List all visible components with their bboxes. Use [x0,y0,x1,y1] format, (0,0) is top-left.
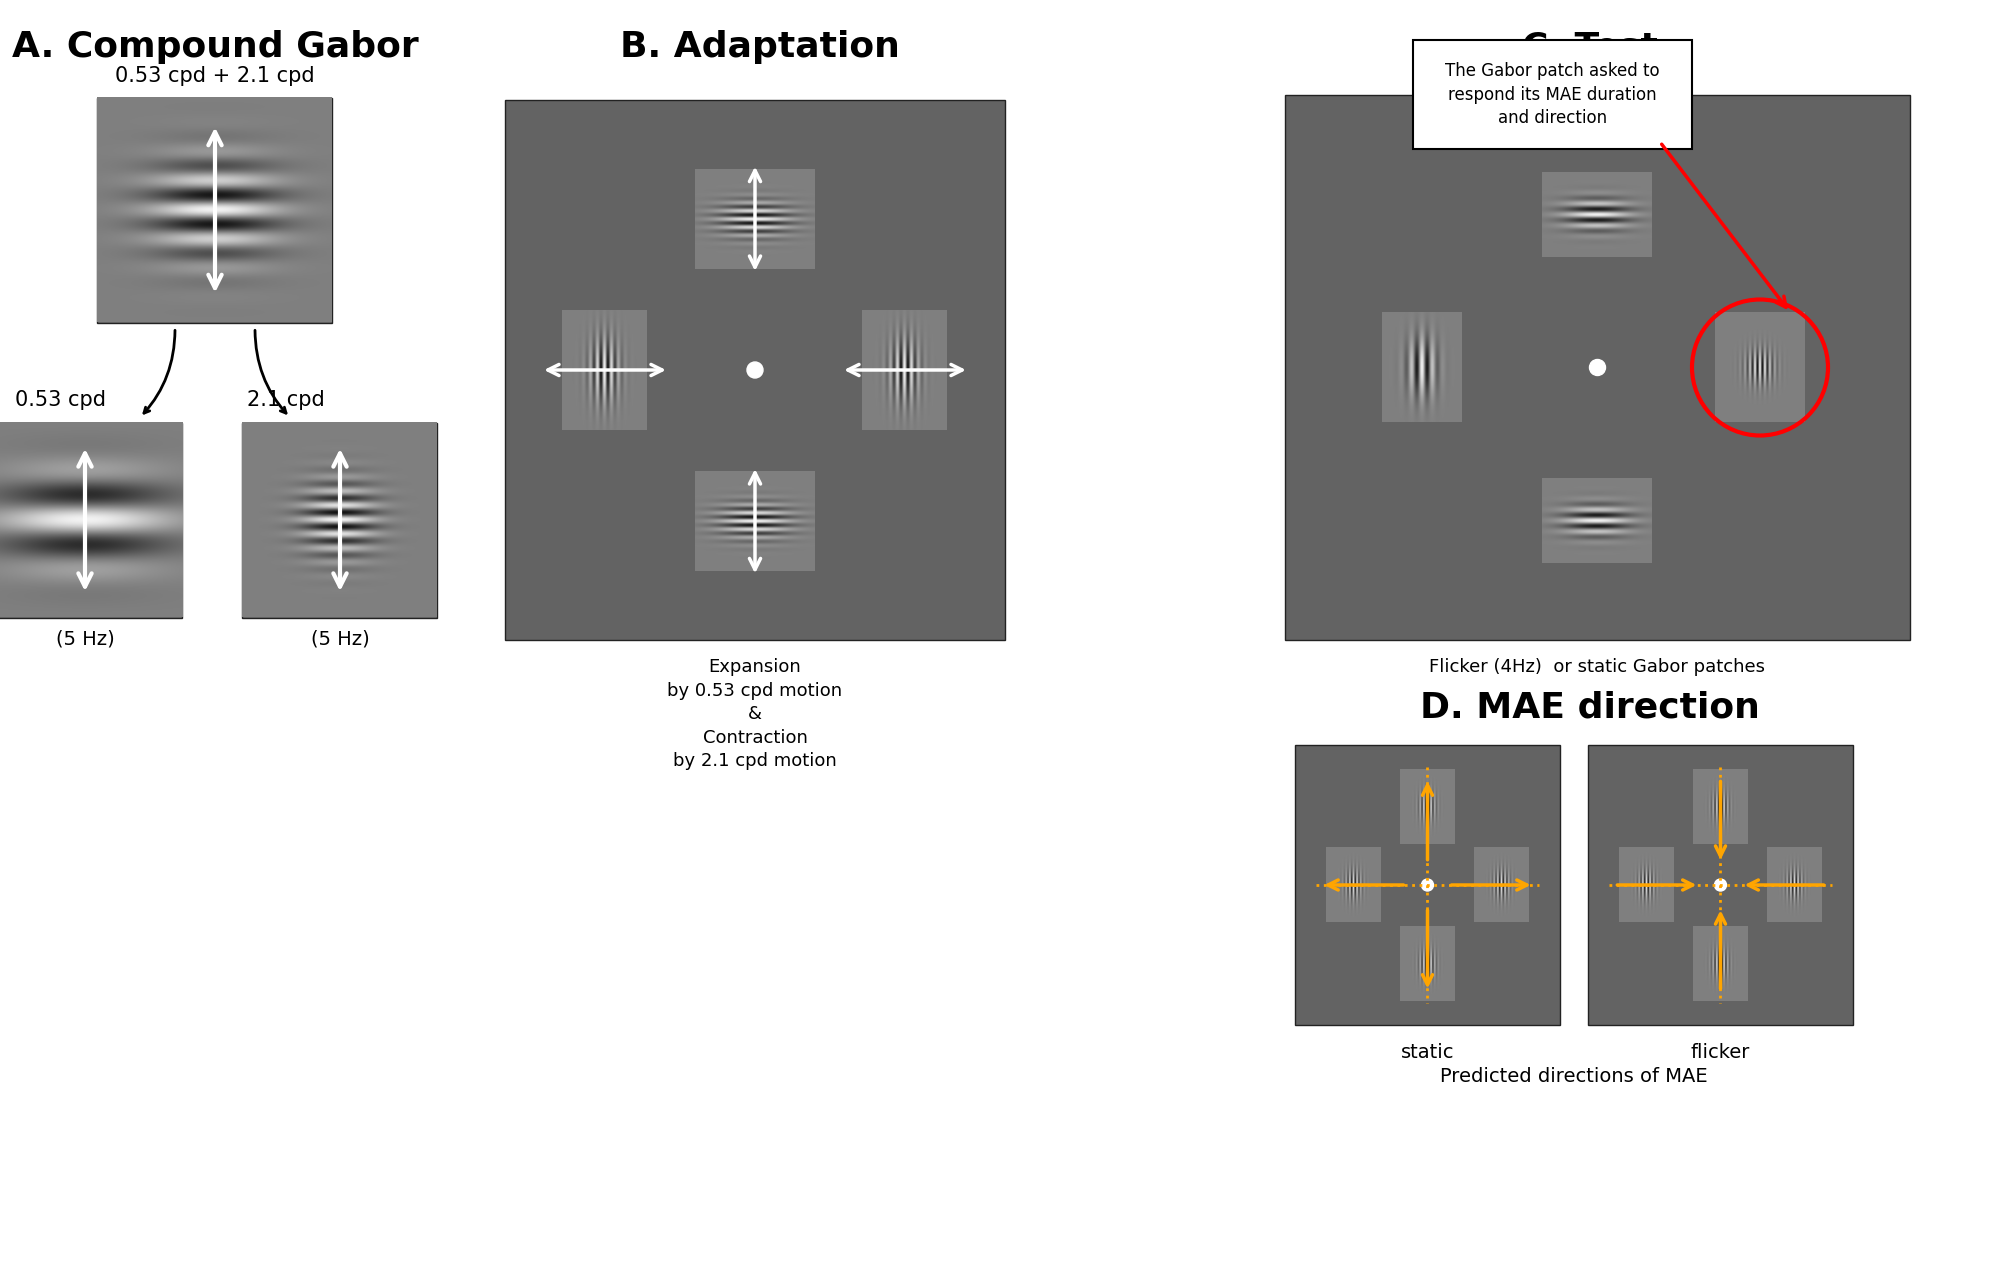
Circle shape [746,361,762,378]
Bar [0,422,182,618]
Text: Expansion
by 0.53 cpd motion
&
Contraction
by 2.1 cpd motion: Expansion by 0.53 cpd motion & Contracti… [668,658,842,771]
Text: The Gabor patch asked to
respond its MAE duration
and direction: The Gabor patch asked to respond its MAE… [1444,62,1658,127]
Text: static: static [1399,1044,1454,1063]
Text: 2.1 cpd: 2.1 cpd [247,391,325,411]
Bar [505,100,1005,640]
Circle shape [1714,879,1726,891]
Bar [1295,746,1560,1025]
Bar [243,422,437,618]
Text: (5 Hz): (5 Hz) [311,629,369,648]
Text: flicker: flicker [1690,1044,1748,1063]
Text: 0.53 cpd: 0.53 cpd [14,391,106,411]
Text: 0.53 cpd + 2.1 cpd: 0.53 cpd + 2.1 cpd [114,66,315,85]
Text: B. Adaptation: B. Adaptation [620,30,900,63]
Circle shape [1588,360,1604,375]
Text: (5 Hz): (5 Hz) [56,629,114,648]
Text: C. Test: C. Test [1522,30,1656,63]
Circle shape [1422,879,1434,891]
FancyBboxPatch shape [1412,41,1690,150]
Text: Predicted directions of MAE: Predicted directions of MAE [1440,1066,1706,1085]
Text: Flicker (4Hz)  or static Gabor patches: Flicker (4Hz) or static Gabor patches [1430,658,1764,676]
Text: D. MAE direction: D. MAE direction [1420,690,1758,724]
Bar [98,98,333,322]
Text: A. Compound Gabor: A. Compound Gabor [12,30,419,63]
Bar [1285,95,1909,640]
Bar [1588,746,1853,1025]
